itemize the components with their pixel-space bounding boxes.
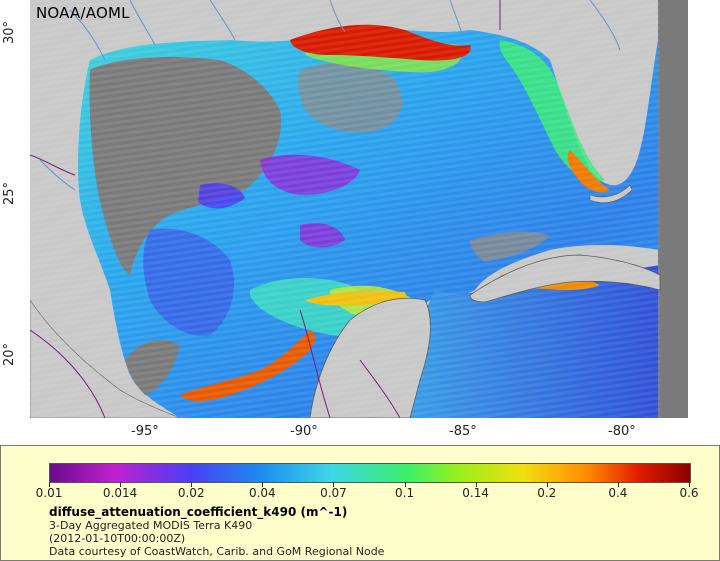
longitude-tick-label: -80°	[608, 424, 636, 439]
swath-texture	[30, 0, 660, 418]
colorbar-tick-label: 0.07	[320, 486, 347, 500]
data-courtesy: Data courtesy of CoastWatch, Carib. and …	[49, 545, 385, 558]
colorbar-tick-mark	[475, 482, 477, 487]
colorbar	[49, 463, 691, 483]
colorbar-tick-label: 0.02	[177, 486, 205, 500]
rivers	[39, 0, 621, 191]
map-credit: NOAA/AOML	[36, 4, 130, 22]
dataset-time: (2012-01-10T00:00:00Z)	[49, 532, 186, 545]
variable-name: diffuse_attenuation_coefficient_k490 (m^…	[49, 505, 348, 519]
colorbar-tick-label: 0.01	[35, 486, 63, 500]
colorbar-tick-mark	[404, 482, 406, 487]
colorbar-tick-mark	[546, 482, 548, 487]
colorbar-tick-mark	[617, 482, 619, 487]
colorbar-tick-label: 0.1	[395, 486, 415, 500]
colorbar-tick-label: 0.14	[462, 486, 490, 500]
political-borders	[30, 0, 501, 418]
longitude-tick-label: -95°	[131, 424, 159, 439]
latitude-tick-label: 30°	[2, 20, 17, 44]
latitude-tick-label: 20°	[2, 342, 17, 366]
nodata-strip-east	[658, 0, 688, 418]
map-canvas	[30, 0, 688, 418]
latitude-tick-label: 25°	[2, 181, 17, 205]
colorbar-tick-mark	[49, 482, 50, 487]
colorbar-tick-label: 0.4	[608, 486, 628, 500]
colorbar-tick-mark	[191, 482, 193, 487]
dataset-title: 3-Day Aggregated MODIS Terra K490	[49, 519, 253, 532]
colorbar-tick-label: 0.04	[248, 486, 276, 500]
colorbar-tick-label: 0.014	[102, 486, 138, 500]
legend-panel: 0.01 0.014 0.02 0.04 0.07 0.1 0.14 0.2 0.4 0.6 di…	[0, 445, 720, 561]
colorbar-tick-mark	[689, 482, 690, 487]
longitude-tick-label: -90°	[290, 424, 318, 439]
colorbar-tick-label: 0.2	[537, 486, 557, 500]
colorbar-tick-mark	[120, 482, 122, 487]
colorbar-tick-label: 0.6	[679, 486, 699, 500]
longitude-tick-label: -85°	[449, 424, 477, 439]
colorbar-tick-mark	[262, 482, 264, 487]
colorbar-tick-mark	[333, 482, 335, 487]
map-panel[interactable]: NOAA/AOML	[30, 0, 688, 418]
